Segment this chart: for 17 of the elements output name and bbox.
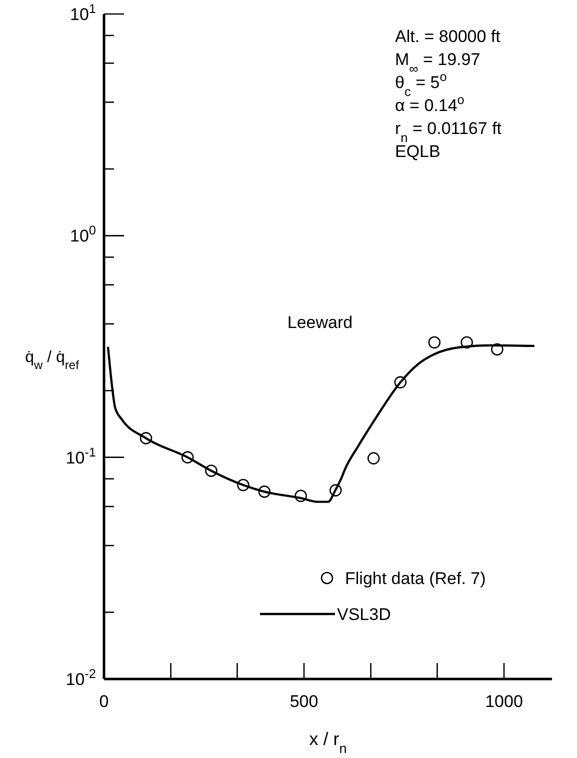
annotation: EQLB (395, 142, 440, 161)
x-tick-label: 1000 (485, 692, 523, 711)
annotation: r$_{n}$ = 0.01167 ft (395, 119, 502, 144)
annotation: Alt. = 80000 ft (395, 27, 501, 46)
x-axis-title: x / r$_{n}$ (309, 729, 347, 756)
legend-label: Flight data (Ref. 7) (345, 569, 486, 588)
y-tick-label: 10$^{1}$ (70, 0, 96, 24)
annotation: Leeward (287, 313, 353, 332)
y-tick-label: 10$^{0}$ (70, 222, 96, 246)
point (428, 336, 441, 349)
legend-label: VSL3D (337, 605, 391, 624)
y-tick-label: 10$^{-1}$ (66, 444, 96, 468)
x-tick-label: 0 (99, 692, 109, 711)
y-axis-title: q̇$_{w}$ / q̇$_{ref}$ (25, 349, 80, 372)
x-tick-label: 500 (290, 692, 318, 711)
y-tick-label: 10$^{-2}$ (66, 666, 96, 689)
point (367, 452, 380, 464)
